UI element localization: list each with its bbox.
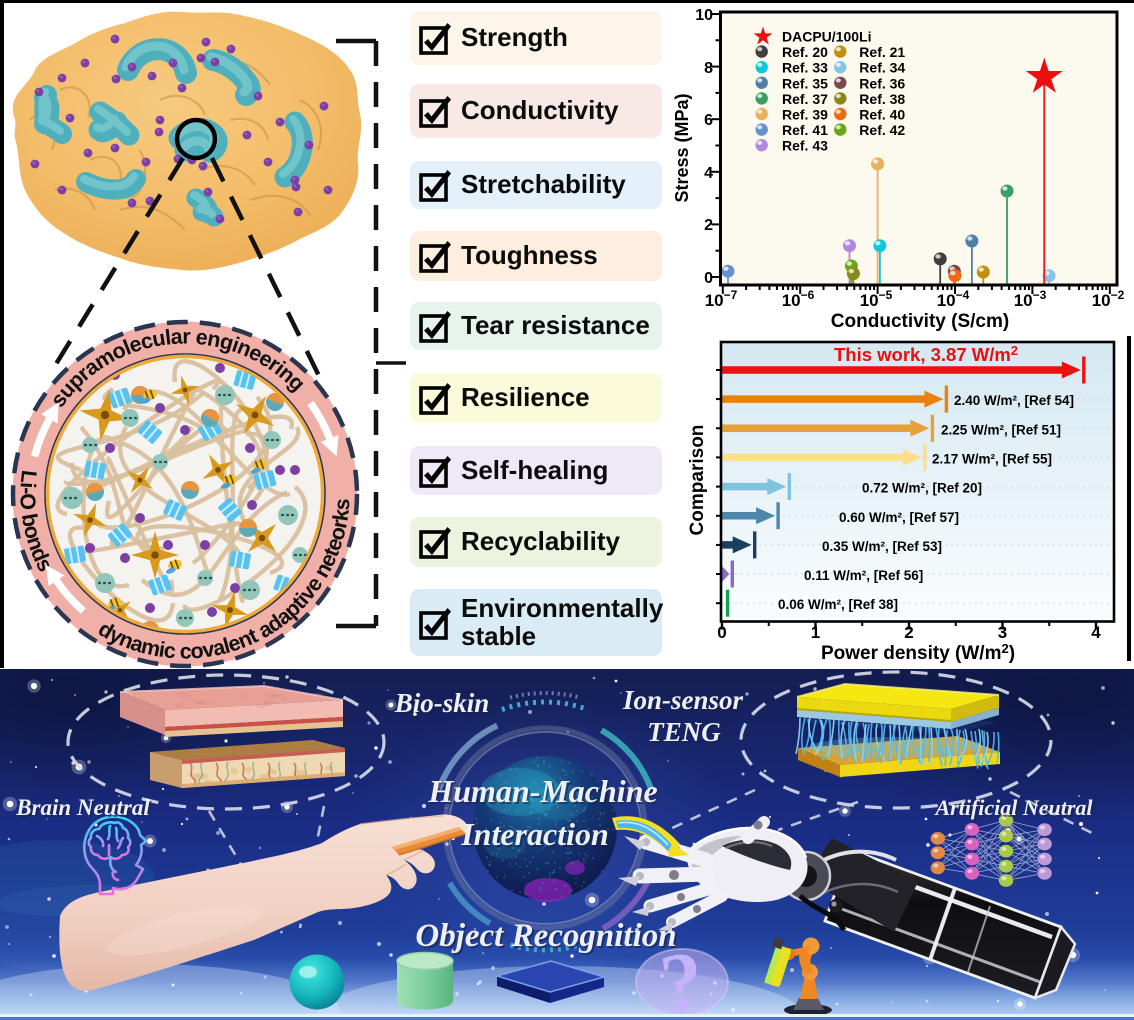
svg-text:Ref. 36: Ref. 36 xyxy=(859,75,905,91)
svg-text:Brain Neutral: Brain Neutral xyxy=(17,797,152,822)
svg-text:6: 6 xyxy=(704,112,713,129)
svg-text:Brain Neutral: Brain Neutral xyxy=(15,795,150,820)
svg-text:Bio-skin: Bio-skin xyxy=(394,688,490,718)
svg-text:DACPU/100Li: DACPU/100Li xyxy=(782,29,871,45)
svg-text:1: 1 xyxy=(811,623,820,642)
svg-text:Comparison: Comparison xyxy=(687,425,708,536)
svg-text:Ion-sensor: Ion-sensor xyxy=(622,685,744,715)
svg-text:Ref. 41: Ref. 41 xyxy=(782,122,828,138)
svg-text:Ref. 40: Ref. 40 xyxy=(859,107,905,123)
svg-text:This work, 3.87 W/m2: This work, 3.87 W/m2 xyxy=(834,343,1018,365)
svg-text:Interaction: Interaction xyxy=(462,818,611,854)
svg-text:Ref. 34: Ref. 34 xyxy=(859,60,905,76)
svg-text:Artificial Neutral: Artificial Neutral xyxy=(935,797,1095,822)
svg-text:0.06 W/m², [Ref 38]: 0.06 W/m², [Ref 38] xyxy=(778,597,898,612)
svg-text:Bio-skin: Bio-skin xyxy=(396,690,492,720)
svg-text:2: 2 xyxy=(904,623,913,642)
svg-text:Ion-sensor: Ion-sensor xyxy=(624,687,746,717)
svg-text:10: 10 xyxy=(695,7,713,24)
svg-text:4: 4 xyxy=(1091,623,1101,642)
svg-text:Human-Machine: Human-Machine xyxy=(429,775,659,811)
svg-text:Artificial Neutral: Artificial Neutral xyxy=(933,795,1093,820)
svg-text:Ref. 37: Ref. 37 xyxy=(782,91,828,107)
svg-text:TENG: TENG xyxy=(649,719,723,749)
svg-text:4: 4 xyxy=(704,165,713,182)
svg-text:Object Recognition: Object Recognition xyxy=(417,920,678,956)
svg-text:Ref. 21: Ref. 21 xyxy=(859,44,905,60)
svg-text:Power density (W/m2): Power density (W/m2) xyxy=(821,641,1015,664)
svg-text:Ref. 38: Ref. 38 xyxy=(859,91,905,107)
svg-text:Ref. 42: Ref. 42 xyxy=(859,122,905,138)
svg-text:Ref. 35: Ref. 35 xyxy=(782,75,828,91)
svg-text:0.11 W/m², [Ref 56]: 0.11 W/m², [Ref 56] xyxy=(804,568,923,583)
svg-text:3: 3 xyxy=(998,623,1007,642)
svg-text:Ref. 43: Ref. 43 xyxy=(782,138,828,154)
svg-text:Interaction: Interaction xyxy=(460,816,609,852)
svg-text:2: 2 xyxy=(704,217,713,234)
svg-text:0: 0 xyxy=(717,623,726,642)
svg-text:Ref. 39: Ref. 39 xyxy=(782,107,828,123)
svg-text:2.40 W/m², [Ref 54]: 2.40 W/m², [Ref 54] xyxy=(954,393,1074,408)
svg-text:0: 0 xyxy=(704,270,713,287)
svg-text:Stress (MPa): Stress (MPa) xyxy=(672,93,692,202)
svg-text:0.60 W/m², [Ref 57]: 0.60 W/m², [Ref 57] xyxy=(839,510,959,525)
svg-text:Conductivity (S/cm): Conductivity (S/cm) xyxy=(831,311,1009,332)
svg-text:TENG: TENG xyxy=(647,717,721,747)
svg-text:2.25 W/m², [Ref 51]: 2.25 W/m², [Ref 51] xyxy=(941,422,1061,437)
svg-text:0.72 W/m², [Ref 20]: 0.72 W/m², [Ref 20] xyxy=(862,481,982,496)
svg-text:0.35 W/m², [Ref 53]: 0.35 W/m², [Ref 53] xyxy=(822,539,942,554)
svg-text:8: 8 xyxy=(704,60,713,77)
svg-text:Object Recognition: Object Recognition xyxy=(415,918,676,954)
svg-text:2.17 W/m², [Ref 55]: 2.17 W/m², [Ref 55] xyxy=(932,451,1052,466)
svg-text:Human-Machine: Human-Machine xyxy=(427,773,657,809)
svg-text:Ref. 33: Ref. 33 xyxy=(782,60,828,76)
svg-text:Ref. 20: Ref. 20 xyxy=(782,44,828,60)
